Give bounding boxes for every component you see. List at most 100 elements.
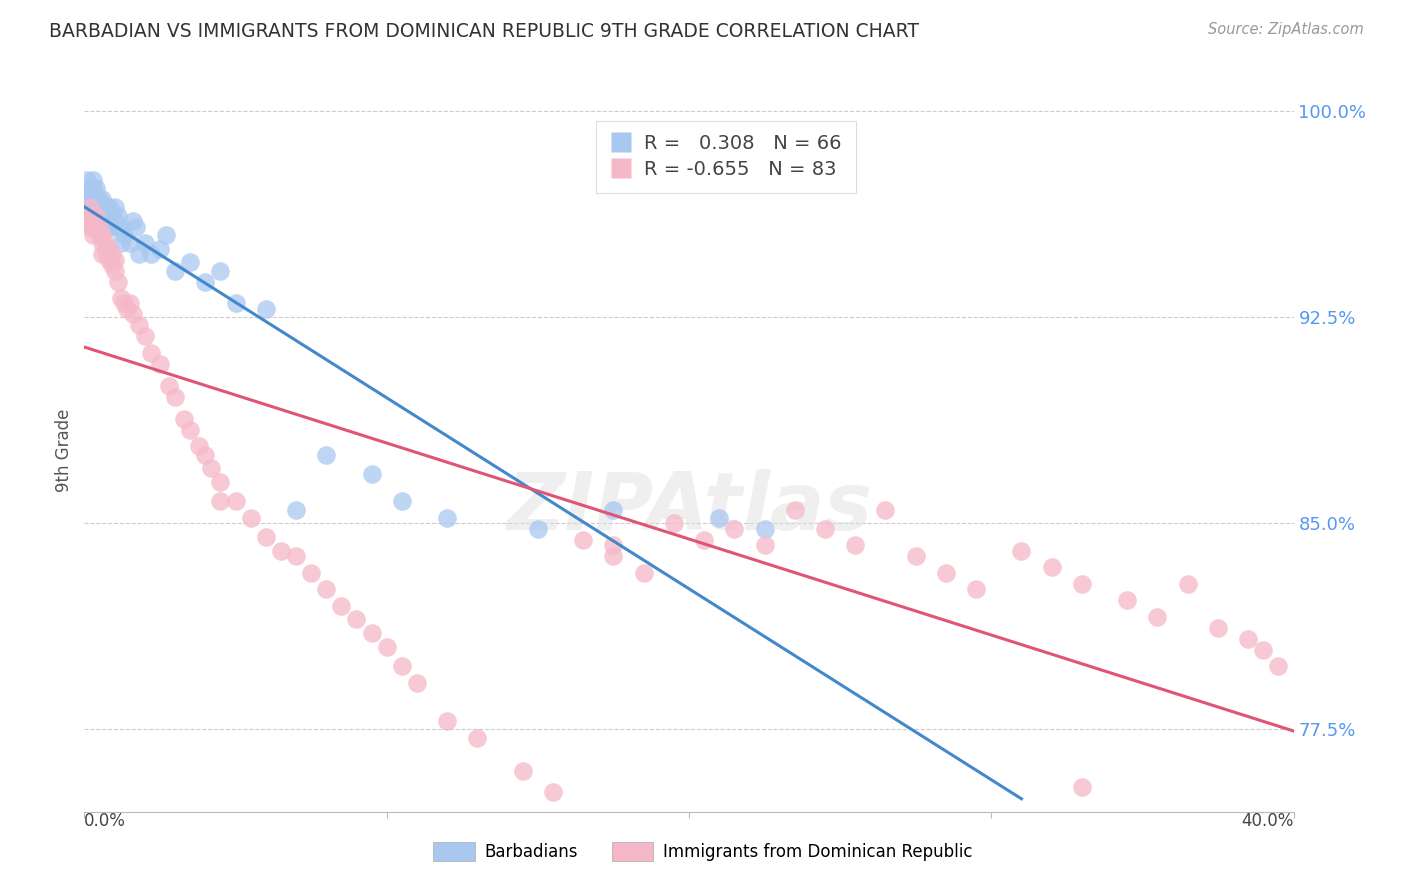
Point bbox=[1177, 576, 1199, 591]
Point bbox=[602, 538, 624, 552]
Point bbox=[1071, 576, 1094, 591]
Point bbox=[82, 181, 104, 195]
Point bbox=[1146, 609, 1168, 624]
Point bbox=[128, 318, 150, 333]
Point bbox=[1206, 621, 1229, 635]
Point bbox=[76, 200, 98, 214]
Point bbox=[118, 296, 141, 310]
Point bbox=[110, 291, 132, 305]
Point bbox=[100, 219, 122, 234]
Point bbox=[107, 219, 129, 234]
Point bbox=[315, 448, 337, 462]
Point bbox=[149, 357, 172, 371]
Point bbox=[97, 219, 120, 234]
Point bbox=[512, 764, 534, 778]
Text: 0.0%: 0.0% bbox=[84, 812, 127, 830]
Point bbox=[89, 227, 111, 242]
Point bbox=[89, 209, 111, 223]
Legend: Barbadians, Immigrants from Dominican Republic: Barbadians, Immigrants from Dominican Re… bbox=[426, 835, 980, 868]
Point bbox=[814, 522, 837, 536]
Point bbox=[79, 200, 101, 214]
Point bbox=[1071, 780, 1094, 794]
Point bbox=[754, 538, 776, 552]
Point bbox=[285, 549, 308, 564]
Point bbox=[406, 675, 429, 690]
Legend: R =   0.308   N = 66, R = -0.655   N = 83: R = 0.308 N = 66, R = -0.655 N = 83 bbox=[596, 120, 856, 193]
Point bbox=[662, 516, 685, 531]
Point bbox=[107, 275, 129, 289]
Point bbox=[391, 659, 413, 673]
Point bbox=[225, 494, 247, 508]
Point bbox=[360, 626, 382, 640]
Point bbox=[104, 263, 127, 277]
Point bbox=[91, 227, 114, 242]
Point bbox=[165, 263, 187, 277]
Point bbox=[139, 247, 162, 261]
Point bbox=[572, 533, 595, 547]
Point bbox=[79, 214, 101, 228]
Point bbox=[76, 186, 98, 201]
Point bbox=[467, 731, 489, 745]
Point bbox=[79, 181, 101, 195]
Point bbox=[723, 522, 745, 536]
Point bbox=[254, 530, 277, 544]
Point bbox=[391, 494, 413, 508]
Point bbox=[104, 252, 127, 267]
Point bbox=[1040, 560, 1063, 574]
Point bbox=[200, 461, 222, 475]
Point bbox=[436, 510, 458, 524]
Point bbox=[602, 502, 624, 516]
Point bbox=[89, 219, 111, 234]
Point bbox=[82, 209, 104, 223]
Point bbox=[1116, 593, 1139, 607]
Point bbox=[254, 301, 277, 316]
Point bbox=[209, 475, 232, 489]
Point bbox=[633, 566, 655, 580]
Point bbox=[754, 522, 776, 536]
Point bbox=[89, 192, 111, 206]
Point bbox=[76, 173, 98, 187]
Point bbox=[1253, 642, 1275, 657]
Point bbox=[155, 227, 177, 242]
Point bbox=[285, 502, 308, 516]
Point bbox=[86, 200, 108, 214]
Point bbox=[86, 209, 108, 223]
Point bbox=[360, 467, 382, 481]
Point bbox=[100, 258, 122, 272]
Point bbox=[86, 209, 108, 223]
Point bbox=[541, 785, 564, 799]
Point bbox=[100, 247, 122, 261]
Point bbox=[97, 242, 120, 256]
Point bbox=[86, 192, 108, 206]
Point bbox=[436, 714, 458, 728]
Point bbox=[104, 214, 127, 228]
Point bbox=[299, 566, 322, 580]
Point bbox=[82, 209, 104, 223]
Point bbox=[149, 242, 172, 256]
Point bbox=[375, 640, 398, 654]
Point bbox=[82, 192, 104, 206]
Point bbox=[86, 214, 108, 228]
Point bbox=[134, 235, 156, 250]
Point bbox=[110, 235, 132, 250]
Point bbox=[1237, 632, 1260, 646]
Point bbox=[89, 200, 111, 214]
Point bbox=[79, 219, 101, 234]
Point bbox=[82, 219, 104, 234]
Point bbox=[94, 219, 117, 234]
Point bbox=[86, 219, 108, 234]
Point bbox=[783, 502, 806, 516]
Point bbox=[100, 209, 122, 223]
Point bbox=[82, 173, 104, 187]
Point bbox=[79, 209, 101, 223]
Point bbox=[844, 538, 866, 552]
Point bbox=[125, 219, 148, 234]
Point bbox=[104, 200, 127, 214]
Point bbox=[89, 219, 111, 234]
Point bbox=[693, 533, 716, 547]
Point bbox=[82, 200, 104, 214]
Text: BARBADIAN VS IMMIGRANTS FROM DOMINICAN REPUBLIC 9TH GRADE CORRELATION CHART: BARBADIAN VS IMMIGRANTS FROM DOMINICAN R… bbox=[49, 22, 920, 41]
Point bbox=[91, 200, 114, 214]
Point bbox=[225, 296, 247, 310]
Point bbox=[194, 448, 217, 462]
